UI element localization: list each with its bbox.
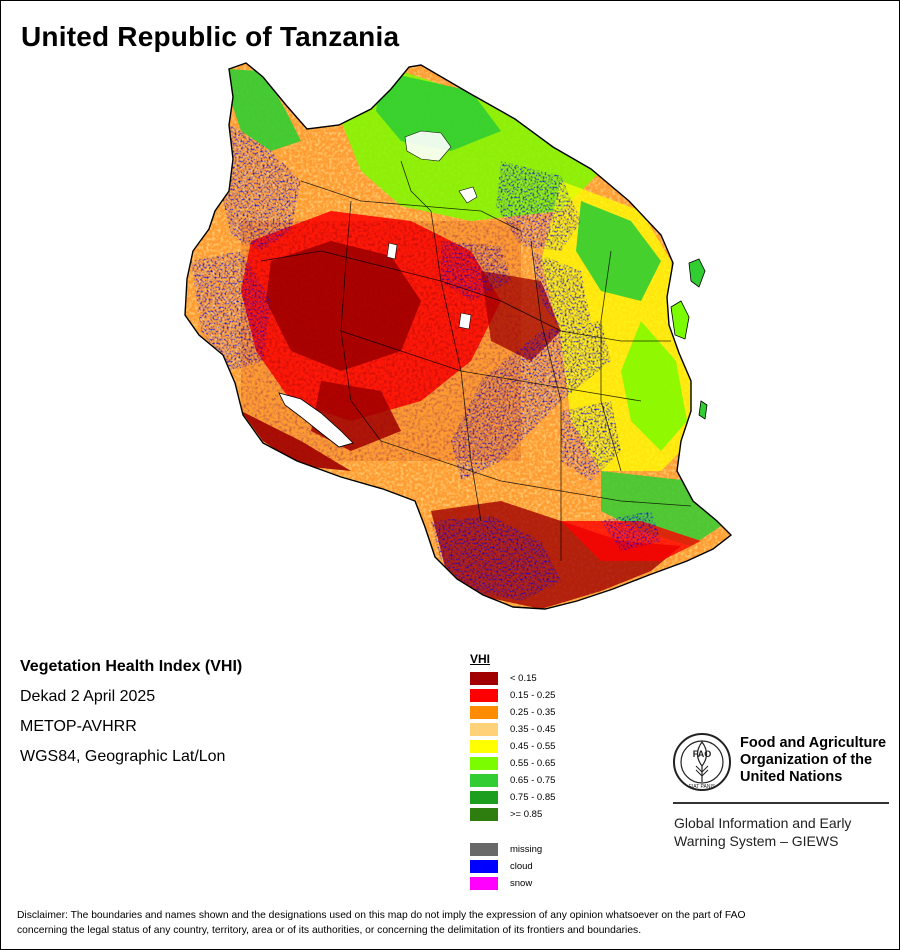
legend: VHI < 0.15 0.15 - 0.25 0.25 - 0.35 0.35 - 0… xyxy=(470,652,590,892)
giews-name-line1: Global Information and Early xyxy=(674,815,852,831)
fao-name-line1: Food and Agriculture xyxy=(740,735,887,751)
tanzania-vhi-map xyxy=(184,62,732,610)
legend-swatch xyxy=(470,860,498,873)
legend-label: 0.75 - 0.85 xyxy=(510,792,556,803)
legend-label: >= 0.85 xyxy=(510,809,543,820)
giews-name-line2: Warning System – GIEWS xyxy=(674,833,839,849)
legend-swatch xyxy=(470,774,498,787)
index-name: Vegetation Health Index (VHI) xyxy=(20,658,243,675)
legend-label: missing xyxy=(510,844,543,855)
legend-swatch xyxy=(470,843,498,856)
legend-label: 0.65 - 0.75 xyxy=(510,775,556,786)
disclaimer-line1: Disclaimer: The boundaries and names sho… xyxy=(17,910,746,921)
legend-swatch xyxy=(470,723,498,736)
fao-name-line3: United Nations xyxy=(740,769,843,785)
legend-label: 0.45 - 0.55 xyxy=(510,741,556,752)
legend-label: snow xyxy=(510,878,533,889)
legend-label: cloud xyxy=(510,861,533,872)
fao-name-line2: Organization of the xyxy=(740,752,873,768)
legend-swatch xyxy=(470,757,498,770)
legend-swatch xyxy=(470,672,498,685)
islands xyxy=(670,258,708,420)
legend-swatch xyxy=(470,740,498,753)
fao-logo-motto: FIAT PANIS xyxy=(689,784,716,790)
legend-label: < 0.15 xyxy=(510,673,537,684)
legend-label: 0.55 - 0.65 xyxy=(510,758,556,769)
legend-label: 0.15 - 0.25 xyxy=(510,690,556,701)
legend-label: 0.25 - 0.35 xyxy=(510,707,556,718)
legend-swatch xyxy=(470,706,498,719)
legend-title: VHI xyxy=(470,652,491,666)
projection-label: WGS84, Geographic Lat/Lon xyxy=(20,748,226,765)
dekad-label: Dekad 2 April 2025 xyxy=(20,688,156,705)
fao-name: Food and Agriculture Organization of the… xyxy=(740,735,890,786)
legend-label: 0.35 - 0.45 xyxy=(510,724,556,735)
map-title: United Republic of Tanzania xyxy=(21,21,400,52)
vhi-raster xyxy=(185,63,731,609)
sensor-label: METOP-AVHRR xyxy=(20,718,137,735)
divider xyxy=(673,802,889,804)
fao-logo-icon: FAO FIAT PANIS xyxy=(673,733,731,791)
legend-swatch xyxy=(470,877,498,890)
legend-swatch xyxy=(470,689,498,702)
disclaimer-line2: concerning the legal status of any count… xyxy=(17,925,642,936)
legend-swatch xyxy=(470,808,498,821)
legend-swatch xyxy=(470,791,498,804)
fao-logo-text: FAO xyxy=(693,749,712,759)
